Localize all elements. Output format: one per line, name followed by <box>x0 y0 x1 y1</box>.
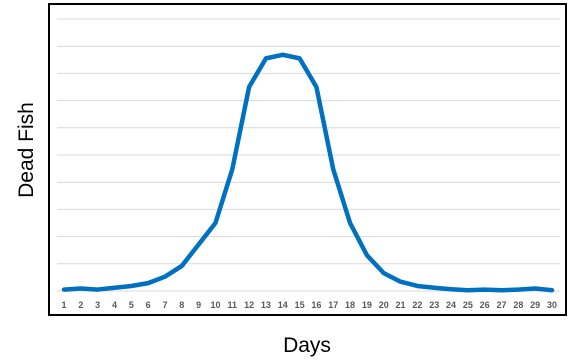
x-tick-label: 9 <box>196 300 201 310</box>
x-tick-labels: 1 2 3 4 5 6 7 8 9 10 11 12 13 14 15 16 17 18 19 20 21 22 23 24 2… <box>61 300 557 310</box>
x-tick-label: 28 <box>513 300 523 310</box>
x-tick-label: 29 <box>530 300 540 310</box>
x-tick-label: 13 <box>261 300 271 310</box>
x-tick-label: 15 <box>295 300 305 310</box>
x-tick-label: 20 <box>379 300 389 310</box>
x-tick-label: 12 <box>244 300 254 310</box>
series-layer <box>61 52 555 293</box>
x-tick-label: 2 <box>78 300 83 310</box>
x-tick-label: 18 <box>345 300 355 310</box>
x-tick-label: 26 <box>480 300 490 310</box>
x-tick-label: 27 <box>497 300 507 310</box>
plot-frame <box>48 3 567 316</box>
x-tick-label: 23 <box>429 300 439 310</box>
x-tick-label: 8 <box>179 300 184 310</box>
x-tick-label: 4 <box>112 300 117 310</box>
y-axis-label: Dead Fish <box>15 102 38 198</box>
x-tick-label: 14 <box>278 300 288 310</box>
x-tick-label: 3 <box>95 300 100 310</box>
x-tick-label: 7 <box>162 300 167 310</box>
x-tick-label: 24 <box>446 300 456 310</box>
x-tick-label: 10 <box>210 300 220 310</box>
x-tick-label: 1 <box>61 300 66 310</box>
x-tick-label: 5 <box>129 300 134 310</box>
x-tick-label: 16 <box>311 300 321 310</box>
x-tick-label: 6 <box>146 300 151 310</box>
x-tick-label: 17 <box>328 300 338 310</box>
x-tick-label: 11 <box>228 300 238 310</box>
series-line <box>61 52 555 293</box>
x-tick-label: 30 <box>547 300 557 310</box>
x-tick-label: 22 <box>412 300 422 310</box>
x-tick-label: 19 <box>362 300 372 310</box>
x-axis-label: Days <box>283 334 331 357</box>
x-tick-label: 25 <box>463 300 473 310</box>
x-tick-label: 21 <box>396 300 406 310</box>
